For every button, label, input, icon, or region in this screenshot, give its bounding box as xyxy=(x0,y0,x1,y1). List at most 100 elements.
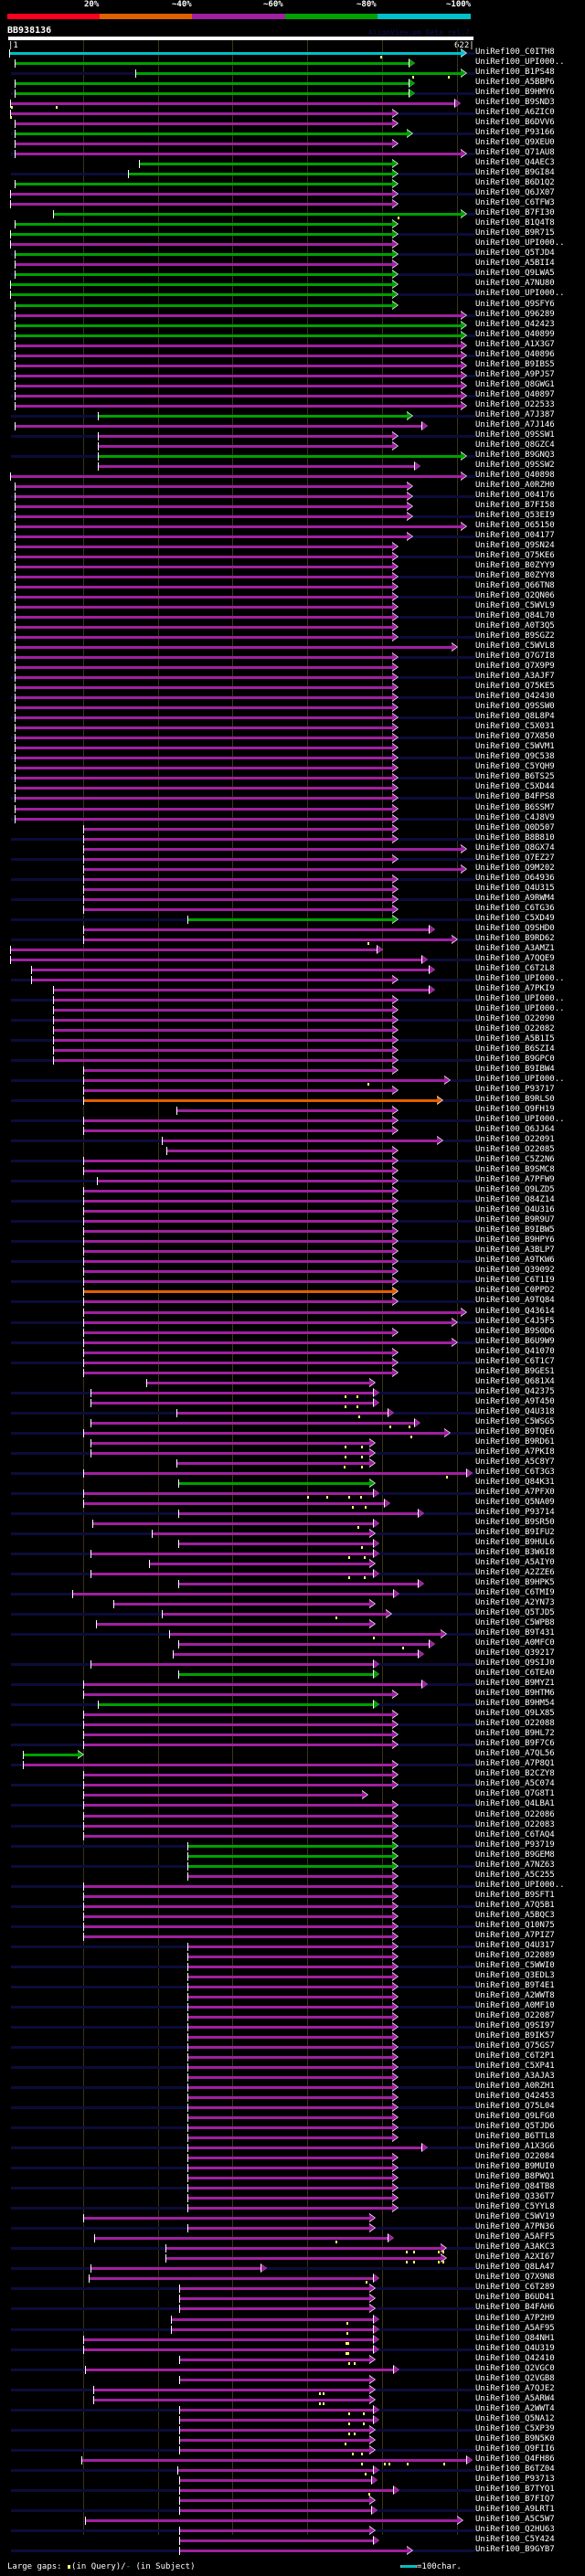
hit-label[interactable]: UniRef100_Q7X9P9 xyxy=(475,662,555,671)
hit-row[interactable]: UniRef100_B7FI30 xyxy=(0,208,585,219)
hit-row[interactable]: UniRef100_B9GES1 xyxy=(0,1367,585,1378)
hit-row[interactable]: UniRef100_Q5TJD5 xyxy=(0,1608,585,1619)
hit-row[interactable]: UniRef100_B0ZYY8 xyxy=(0,571,585,582)
alignment-bar[interactable] xyxy=(14,82,410,85)
hit-label[interactable]: UniRef100_C6T1C7 xyxy=(475,1357,555,1366)
hit-label[interactable]: UniRef100_O22084 xyxy=(475,2152,555,2161)
hit-label[interactable]: UniRef100_Q42410 xyxy=(475,2354,555,2363)
alignment-bar[interactable] xyxy=(30,969,431,971)
alignment-bar[interactable] xyxy=(14,787,393,790)
alignment-bar[interactable] xyxy=(148,1563,370,1565)
hit-label[interactable]: UniRef100_B9S0D6 xyxy=(475,1327,555,1336)
alignment-bar[interactable] xyxy=(187,2126,393,2129)
hit-row[interactable]: UniRef100_B9HPY6 xyxy=(0,1235,585,1246)
hit-label[interactable]: UniRef100_B9GNQ3 xyxy=(475,451,555,460)
hit-row[interactable]: UniRef100_Q43614 xyxy=(0,1307,585,1318)
alignment-bar[interactable] xyxy=(82,838,393,841)
alignment-bar[interactable] xyxy=(82,1270,393,1273)
hit-row[interactable]: UniRef100_B4FAH6 xyxy=(0,2303,585,2314)
alignment-bar[interactable] xyxy=(166,1150,393,1152)
hit-label[interactable]: UniRef100_A5C074 xyxy=(475,1779,555,1788)
hit-label[interactable]: UniRef100_Q3EDL3 xyxy=(475,1971,555,1980)
hit-row[interactable]: UniRef100_A5C8Y7 xyxy=(0,1458,585,1468)
hit-row[interactable]: UniRef100_Q9SFY6 xyxy=(0,300,585,311)
hit-row[interactable]: UniRef100_Q40896 xyxy=(0,350,585,361)
alignment-bar[interactable] xyxy=(82,1190,393,1193)
hit-label[interactable]: UniRef100_Q4U317 xyxy=(475,1941,555,1950)
hit-row[interactable]: UniRef100_O65150 xyxy=(0,521,585,532)
alignment-bar[interactable] xyxy=(82,1220,393,1223)
hit-row[interactable]: UniRef100_Q4LBA1 xyxy=(0,1799,585,1810)
hit-label[interactable]: UniRef100_Q8LA47 xyxy=(475,2263,555,2272)
alignment-bar[interactable] xyxy=(187,1845,393,1848)
hit-row[interactable]: UniRef100_C6T1C7 xyxy=(0,1357,585,1368)
hit-label[interactable]: UniRef100_Q75L04 xyxy=(475,2102,555,2111)
hit-row[interactable]: UniRef100_Q6JJ64 xyxy=(0,1125,585,1136)
hit-row[interactable]: UniRef100_B9HPK5 xyxy=(0,1578,585,1589)
alignment-bar[interactable] xyxy=(187,2177,393,2179)
hit-row[interactable]: UniRef100_Q5NA09 xyxy=(0,1498,585,1509)
hit-row[interactable]: UniRef100_B9S0D6 xyxy=(0,1327,585,1338)
hit-label[interactable]: UniRef100_A5C5W7 xyxy=(475,2515,555,2524)
alignment-bar[interactable] xyxy=(82,2338,375,2341)
hit-label[interactable]: UniRef100_Q39092 xyxy=(475,1266,555,1275)
hit-row[interactable]: UniRef100_B9N5K0 xyxy=(0,2434,585,2445)
hit-label[interactable]: UniRef100_C5XD49 xyxy=(475,914,555,923)
hit-label[interactable]: UniRef100_B0ZYY9 xyxy=(475,561,555,570)
hit-row[interactable]: UniRef100_Q84K31 xyxy=(0,1478,585,1489)
hit-row[interactable]: UniRef100_C5XD49 xyxy=(0,914,585,925)
hit-label[interactable]: UniRef100_Q7EZ27 xyxy=(475,853,555,863)
hit-row[interactable]: UniRef100_A7NZ63 xyxy=(0,1860,585,1871)
hit-row[interactable]: UniRef100_Q5TJD4 xyxy=(0,249,585,260)
alignment-bar[interactable] xyxy=(82,1260,393,1263)
hit-row[interactable]: UniRef100_B9R9U7 xyxy=(0,1215,585,1226)
alignment-bar[interactable] xyxy=(82,1280,393,1283)
hit-row[interactable]: UniRef100_A5ARW4 xyxy=(0,2394,585,2405)
alignment-bar[interactable] xyxy=(82,1774,393,1776)
hit-label[interactable]: UniRef100_B9MYZ1 xyxy=(475,1679,555,1688)
hit-label[interactable]: UniRef100_A1X3G6 xyxy=(475,2142,555,2151)
hit-row[interactable]: UniRef100_C5WWI0 xyxy=(0,1961,585,1972)
hit-label[interactable]: UniRef100_UPI000.. xyxy=(475,994,565,1003)
hit-label[interactable]: UniRef100_Q42423 xyxy=(475,320,555,329)
alignment-bar[interactable] xyxy=(14,515,408,518)
alignment-bar[interactable] xyxy=(187,2036,393,2039)
hit-label[interactable]: UniRef100_C5YQH9 xyxy=(475,762,555,771)
hit-row[interactable]: UniRef100_Q10N75 xyxy=(0,1921,585,1932)
hit-label[interactable]: UniRef100_Q7X9N8 xyxy=(475,2273,555,2282)
alignment-bar[interactable] xyxy=(53,1049,393,1052)
alignment-bar[interactable] xyxy=(187,2167,393,2169)
hit-row[interactable]: UniRef100_B9IBW5 xyxy=(0,1225,585,1236)
hit-label[interactable]: UniRef100_C5XP41 xyxy=(475,2062,555,2071)
hit-row[interactable]: UniRef100_A0RZH1 xyxy=(0,2082,585,2093)
alignment-bar[interactable] xyxy=(14,253,393,256)
hit-label[interactable]: UniRef100_A9TKW6 xyxy=(475,1256,555,1265)
hit-row[interactable]: UniRef100_Q8GWG1 xyxy=(0,380,585,391)
alignment-bar[interactable] xyxy=(82,2348,375,2351)
hit-row[interactable]: UniRef100_P93713 xyxy=(0,2475,585,2486)
hit-row[interactable]: UniRef100_B9GNQ3 xyxy=(0,451,585,461)
hit-label[interactable]: UniRef100_C6T3G3 xyxy=(475,1468,555,1477)
hit-label[interactable]: UniRef100_C6TAQ4 xyxy=(475,1830,555,1839)
hit-label[interactable]: UniRef100_Q5NA09 xyxy=(475,1498,555,1507)
hit-row[interactable]: UniRef100_A0MFC0 xyxy=(0,1638,585,1649)
alignment-bar[interactable] xyxy=(71,1593,395,1595)
hit-row[interactable]: UniRef100_Q39217 xyxy=(0,1648,585,1659)
hit-row[interactable]: UniRef100_O22082 xyxy=(0,1024,585,1035)
hit-label[interactable]: UniRef100_Q43614 xyxy=(475,1307,555,1316)
alignment-bar[interactable] xyxy=(176,1462,370,1465)
alignment-bar[interactable] xyxy=(94,2237,389,2240)
alignment-bar[interactable] xyxy=(82,858,393,861)
alignment-bar[interactable] xyxy=(14,263,393,266)
hit-label[interactable]: UniRef100_B9T4E1 xyxy=(475,1981,555,1990)
hit-row[interactable]: UniRef100_A5AIY0 xyxy=(0,1558,585,1569)
hit-label[interactable]: UniRef100_B6SZI4 xyxy=(475,1044,555,1054)
hit-row[interactable]: UniRef100_A7PN36 xyxy=(0,2222,585,2233)
hit-row[interactable]: UniRef100_Q9LX85 xyxy=(0,1709,585,1720)
hit-label[interactable]: UniRef100_C5WWI0 xyxy=(475,1961,555,1970)
hit-row[interactable]: UniRef100_A3AMZ1 xyxy=(0,944,585,955)
hit-row[interactable]: UniRef100_Q84Z14 xyxy=(0,1195,585,1206)
alignment-bar[interactable] xyxy=(82,1331,393,1334)
hit-label[interactable]: UniRef100_B9GES1 xyxy=(475,1367,555,1376)
alignment-bar[interactable] xyxy=(10,102,456,105)
